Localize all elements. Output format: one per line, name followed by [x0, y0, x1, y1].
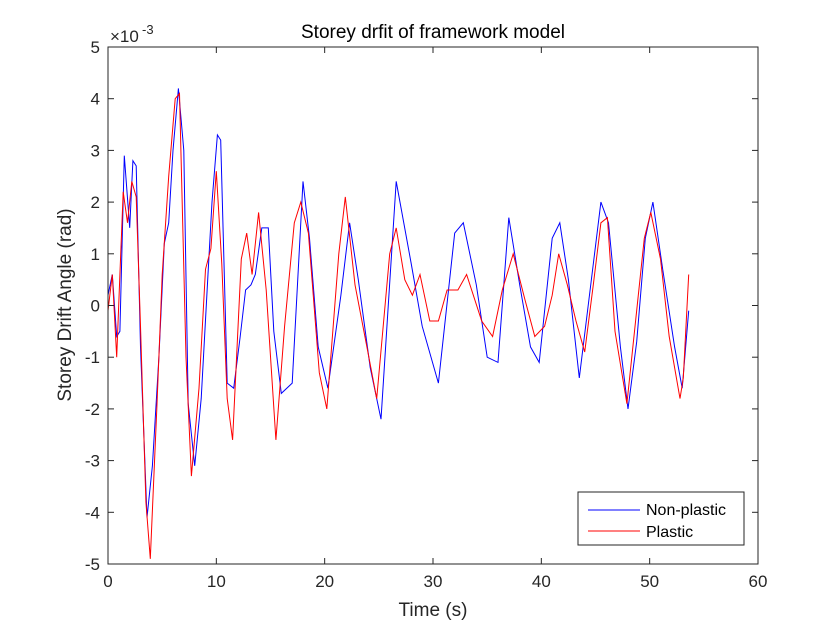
x-tick-label: 60: [749, 572, 768, 591]
y-tick-label: 4: [91, 90, 100, 109]
y-tick-label: -1: [85, 348, 100, 367]
y-tick-label: 1: [91, 245, 100, 264]
y-tick-label: 0: [91, 297, 100, 316]
x-axis-label: Time (s): [399, 600, 468, 621]
y-tick-label: 3: [91, 141, 100, 160]
y-tick-label: -5: [85, 555, 100, 574]
x-tick-label: 0: [103, 572, 112, 591]
chart-title: Storey drfit of framework model: [301, 22, 565, 43]
series-line-plastic: [107, 92, 690, 559]
legend-box: [577, 491, 745, 546]
y-tick-label: -3: [85, 452, 100, 471]
y-tick-label: -2: [85, 400, 100, 419]
series-layer: [107, 88, 690, 559]
y-tick-label: 2: [91, 193, 100, 212]
y-tick-label: 5: [91, 38, 100, 57]
x-tick-label: 20: [315, 572, 334, 591]
x-tick-label: 50: [640, 572, 659, 591]
y-tick-label: -4: [85, 503, 100, 522]
x-tick-label: 40: [532, 572, 551, 591]
legend-label-plastic: Plastic: [646, 524, 693, 541]
x-axis: 0 10 20 30 40 50 60: [103, 47, 767, 591]
legend-label-non-plastic: Non-plastic: [646, 502, 726, 519]
x-tick-label: 10: [207, 572, 226, 591]
y-exponent-base: ×10: [110, 27, 139, 46]
legend: Non-plastic Plastic: [577, 491, 745, 546]
y-axis-label: Storey Drift Angle (rad): [55, 208, 76, 401]
y-exponent-label: ×10 -3: [110, 22, 154, 46]
y-axis: -5 -4 -3 -2 -1 0 1 2 3 4 5: [85, 38, 758, 574]
plot-area: [108, 47, 758, 564]
x-tick-label: 30: [424, 572, 443, 591]
y-exponent-power: -3: [142, 22, 154, 37]
